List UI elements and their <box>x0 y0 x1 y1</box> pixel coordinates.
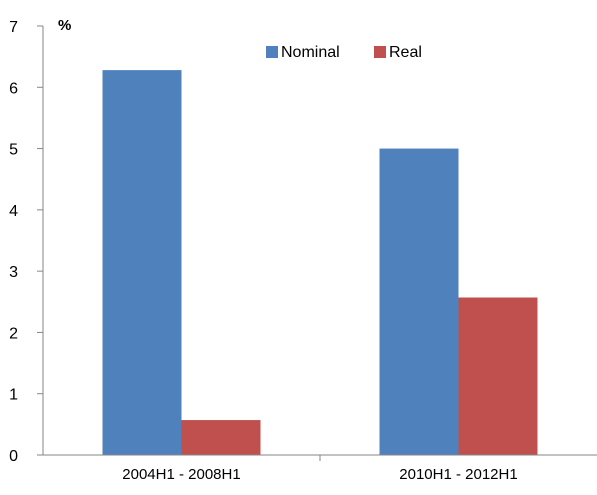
y-tick-label: 6 <box>9 80 18 97</box>
axes-layer: 0 1 2 3 4 5 6 7 2004H1 - 2008H1 2010H1 - 2012H1 <box>9 19 597 483</box>
legend: Nominal Real <box>266 44 422 61</box>
x-category-label: 2010H1 - 2012H1 <box>399 466 517 483</box>
legend-label-real: Real <box>389 44 422 61</box>
y-tick-label: 5 <box>9 142 18 159</box>
y-tick-label: 2 <box>9 325 18 342</box>
y-tick-label: 7 <box>9 19 18 36</box>
y-tick-label: 4 <box>9 203 18 220</box>
y-axis-unit-label: % <box>58 17 71 34</box>
legend-swatch-real <box>374 46 386 58</box>
bars-layer <box>102 70 538 456</box>
y-tick-label: 0 <box>9 448 18 465</box>
bar-nominal-1 <box>379 148 459 456</box>
x-category-label: 2004H1 - 2008H1 <box>122 466 240 483</box>
y-tick-label: 3 <box>9 264 18 281</box>
bar-nominal-0 <box>102 70 182 455</box>
bar-real-1 <box>458 297 538 455</box>
y-tick-label: 1 <box>9 387 18 404</box>
legend-swatch-nominal <box>266 46 278 58</box>
legend-label-nominal: Nominal <box>281 44 340 61</box>
bar-real-0 <box>181 420 261 455</box>
